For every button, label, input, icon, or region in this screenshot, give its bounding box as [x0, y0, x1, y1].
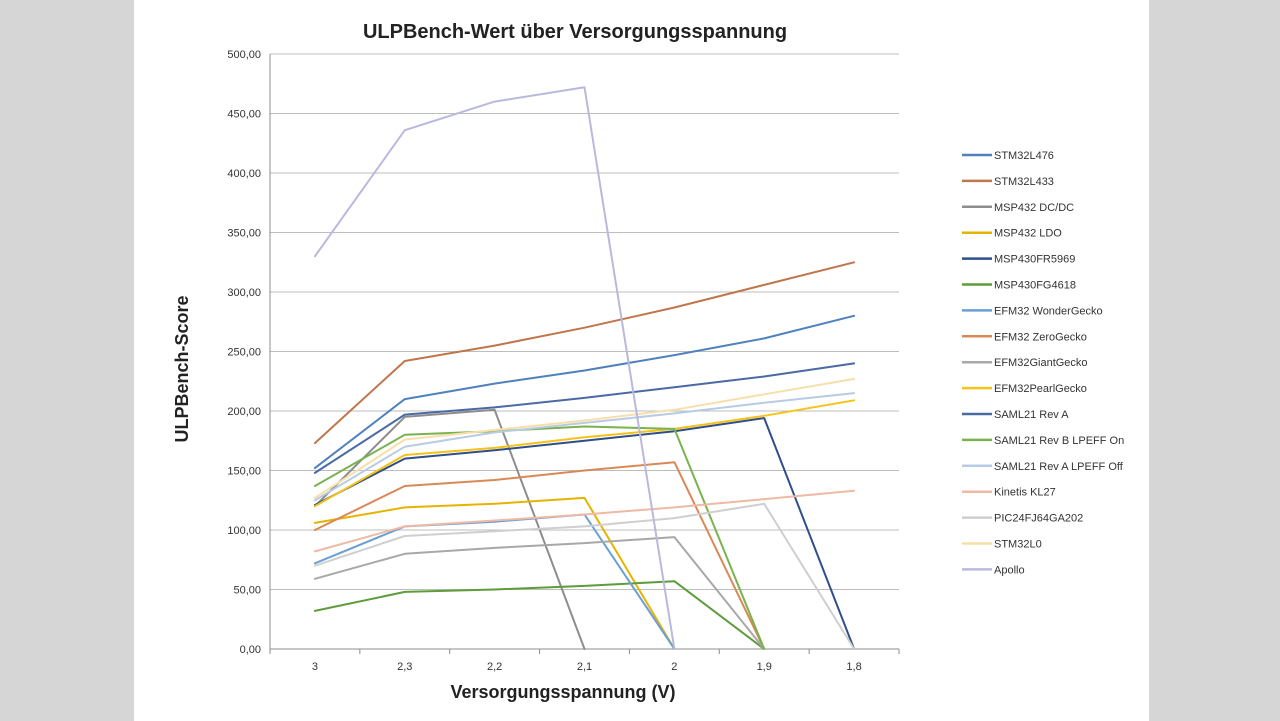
series-line: [313, 377, 856, 499]
series-line: [313, 513, 676, 650]
y-tick-label: 50,00: [233, 585, 261, 597]
series-line: [313, 461, 766, 650]
y-tick-label: 500,00: [227, 49, 261, 61]
legend-label: SAML21 Rev A LPEFF Off: [994, 461, 1124, 473]
y-axis-title: ULPBench-Score: [172, 295, 192, 442]
legend-label: SAML21 Rev A: [994, 409, 1069, 421]
chart-card: ULPBench-Wert über Versorgungsspannung 0…: [134, 0, 1149, 721]
legend-label: STM32L476: [994, 150, 1054, 162]
chart-title: ULPBench-Wert über Versorgungsspannung: [363, 21, 787, 43]
legend-label: Apollo: [994, 564, 1025, 576]
y-axis-ticks: 0,00 50,00 100,00 150,00 200,00 250,00 300,00 3…: [227, 49, 261, 656]
x-tick-label: 2: [671, 661, 677, 673]
x-tick-label: 2,3: [397, 661, 412, 673]
line-chart: ULPBench-Wert über Versorgungsspannung 0…: [172, 21, 1124, 702]
y-tick-label: 150,00: [227, 466, 261, 478]
legend-label: EFM32PearlGecko: [994, 383, 1087, 395]
x-axis-title: Versorgungsspannung (V): [450, 682, 675, 702]
series-line: [313, 314, 856, 470]
legend-label: STM32L433: [994, 176, 1054, 188]
legend-label: PIC24FJ64GA202: [994, 513, 1083, 525]
legend-label: Kinetis KL27: [994, 487, 1056, 499]
series-line: [313, 261, 856, 445]
series-line: [313, 489, 856, 553]
y-tick-label: 0,00: [240, 644, 261, 656]
legend-label: MSP430FR5969: [994, 254, 1075, 266]
y-tick-label: 250,00: [227, 347, 261, 359]
gridlines: [269, 53, 900, 654]
y-tick-label: 100,00: [227, 525, 261, 537]
legend: STM32L476 STM32L433 MSP432 DC/DC MSP432 LDO…: [962, 150, 1124, 576]
x-tick-label: 2,2: [487, 661, 502, 673]
y-tick-label: 200,00: [227, 406, 261, 418]
x-tick-label: 3: [312, 661, 318, 673]
series-line: [313, 496, 676, 650]
legend-label: EFM32GiantGecko: [994, 357, 1088, 369]
series-lines: [313, 86, 856, 650]
series-line: [313, 399, 856, 508]
y-tick-label: 400,00: [227, 168, 261, 180]
legend-label: MSP432 LDO: [994, 228, 1062, 240]
x-tick-label: 1,8: [846, 661, 861, 673]
x-tick-label: 1,9: [757, 661, 772, 673]
series-line: [313, 392, 856, 502]
series-line: [313, 502, 856, 650]
series-line: [313, 425, 766, 650]
legend-label: SAML21 Rev B LPEFF On: [994, 435, 1124, 447]
x-axis-ticks: 3 2,3 2,2 2,1 2 1,9 1,8: [312, 661, 862, 673]
legend-label: EFM32 WonderGecko: [994, 305, 1103, 317]
legend-label: STM32L0: [994, 539, 1042, 551]
series-line: [313, 536, 766, 650]
series-line: [313, 362, 856, 474]
x-tick-label: 2,1: [577, 661, 592, 673]
y-tick-label: 300,00: [227, 287, 261, 299]
legend-label: MSP432 DC/DC: [994, 202, 1074, 214]
series-line: [313, 417, 856, 650]
legend-label: EFM32 ZeroGecko: [994, 331, 1087, 343]
series-line: [313, 580, 766, 650]
legend-label: MSP430FG4618: [994, 280, 1076, 292]
y-tick-label: 350,00: [227, 228, 261, 240]
y-tick-label: 450,00: [227, 109, 261, 121]
series-line: [313, 86, 676, 650]
